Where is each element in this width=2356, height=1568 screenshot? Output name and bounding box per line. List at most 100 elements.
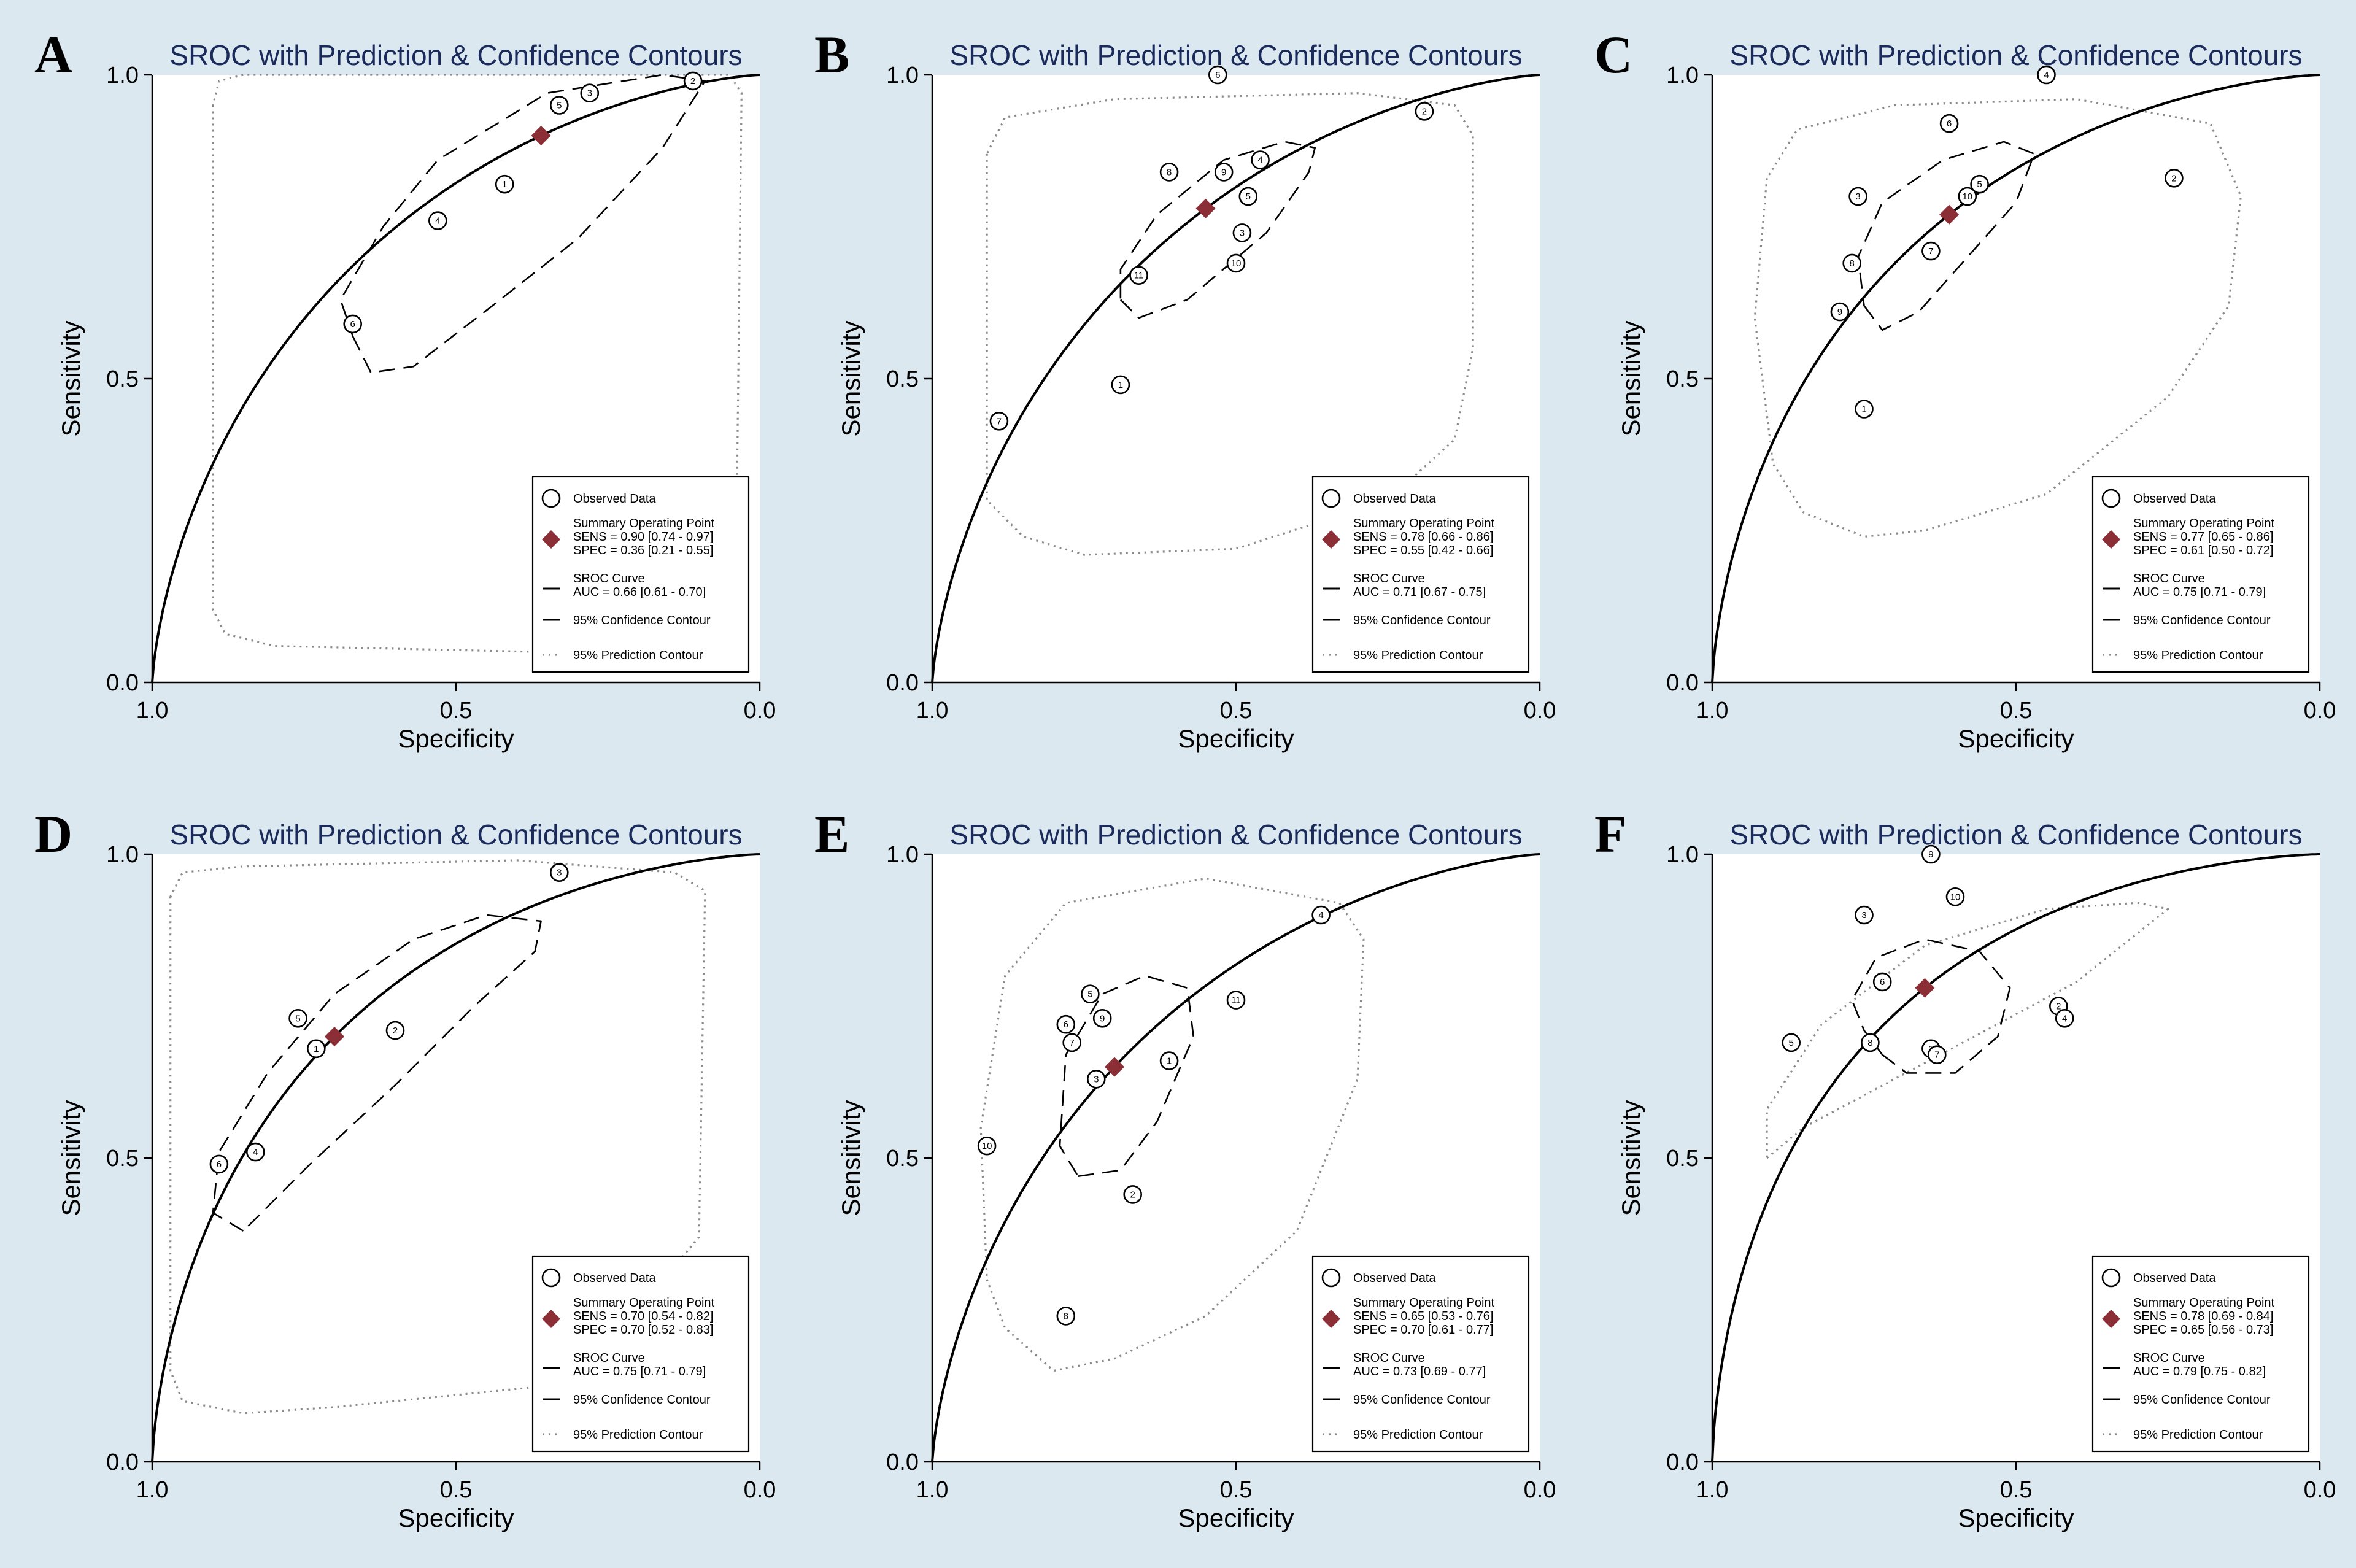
y-tick-label: 1.0 [1666, 63, 1699, 88]
x-tick-label: 0.5 [1220, 698, 1253, 724]
study-label: 10 [1962, 191, 1972, 202]
legend-observed-marker [541, 489, 561, 508]
study-label: 6 [1947, 118, 1952, 129]
legend-observed-label: Observed Data [1353, 1272, 1436, 1285]
study-circle [1214, 163, 1234, 182]
legend-sroc-title: SROC Curve [573, 572, 645, 585]
legend-auc: AUC = 0.66 [0.61 - 0.70] [573, 585, 706, 599]
legend-observed-label: Observed Data [1353, 492, 1436, 506]
legend: Observed Data Summary Operating PointSENS… [1311, 476, 1530, 673]
study-label: 4 [1318, 910, 1323, 921]
legend-summary-marker [2102, 1310, 2120, 1328]
study-circle [1848, 187, 1867, 206]
panel-letter: D [34, 805, 72, 863]
legend-box [1311, 476, 1530, 673]
x-axis-label: Specificity [398, 1504, 514, 1532]
x-tick-label: 0.0 [2304, 698, 2336, 724]
study-circle [1208, 65, 1227, 85]
title-band [1712, 37, 2320, 75]
sroc-panel-e: SROC with Prediction & Confidence Contou… [814, 805, 1556, 1532]
x-tick-label: 0.5 [440, 1477, 473, 1503]
legend-summary-marker [1322, 1310, 1340, 1328]
study-point-8: 8 [1056, 1307, 1076, 1326]
summary-point-marker [1915, 978, 1935, 998]
study-circle [1415, 102, 1434, 121]
study-label: 10 [982, 1141, 992, 1151]
study-point-4: 4 [2055, 1009, 2074, 1028]
study-label: 2 [690, 76, 695, 87]
legend-observed-marker [541, 1268, 561, 1288]
x-tick-label: 0.5 [2000, 1477, 2033, 1503]
study-point-1: 1 [495, 174, 514, 194]
legend-summary-title: Summary Operating Point [573, 1296, 715, 1310]
study-point-10: 10 [1958, 187, 1977, 206]
y-tick-label: 0.0 [886, 1450, 919, 1475]
y-axis-label: Sensitivity [56, 1100, 85, 1216]
study-label: 7 [1928, 246, 1933, 257]
study-circle [1928, 1045, 1947, 1064]
x-axis-label: Specificity [1178, 724, 1294, 753]
study-point-8: 8 [1861, 1033, 1880, 1052]
legend-conf-label: 95% Confidence Contour [2133, 614, 2271, 627]
chart-title: SROC with Prediction & Confidence Contou… [1729, 819, 2302, 851]
chart-title: SROC with Prediction & Confidence Contou… [949, 39, 1522, 71]
study-label: 8 [1850, 258, 1855, 269]
study-circle [495, 174, 514, 194]
confidence-contour [1059, 975, 1194, 1177]
legend-summary-marker [542, 530, 560, 549]
legend-box [531, 476, 750, 673]
study-circle [1159, 1051, 1179, 1070]
sroc-panel-a: SROC with Prediction & Confidence Contou… [34, 25, 776, 753]
study-point-3: 3 [1232, 223, 1252, 242]
x-axis-label: Specificity [1958, 1504, 2074, 1532]
study-label: 3 [1240, 228, 1245, 238]
panel-letter: B [814, 25, 849, 84]
study-point-1: 1 [1159, 1051, 1179, 1070]
study-label: 3 [1855, 191, 1860, 202]
study-circle [1056, 1307, 1076, 1326]
study-label: 5 [1977, 179, 1982, 190]
study-label: 6 [1880, 977, 1885, 987]
chart-title: SROC with Prediction & Confidence Contou… [169, 819, 742, 851]
study-label: 9 [1837, 307, 1842, 317]
y-tick-label: 0.5 [106, 366, 139, 392]
study-point-2: 2 [385, 1021, 405, 1040]
study-point-6: 6 [343, 314, 363, 334]
study-label: 2 [1130, 1189, 1135, 1200]
x-axis-label: Specificity [398, 724, 514, 753]
legend-summary-title: Summary Operating Point [1353, 1296, 1495, 1310]
x-tick-label: 1.0 [1696, 698, 1729, 724]
study-label: 7 [1070, 1038, 1075, 1048]
study-point-3: 3 [580, 83, 600, 102]
legend-auc: AUC = 0.75 [0.71 - 0.79] [573, 1365, 706, 1378]
study-point-6: 6 [1056, 1014, 1076, 1034]
study-circle [428, 211, 447, 230]
study-circle [2055, 1009, 2074, 1028]
legend-pred-label: 95% Prediction Contour [573, 1428, 703, 1442]
study-point-3: 3 [1855, 905, 1874, 925]
legend-summary-title: Summary Operating Point [1353, 517, 1495, 530]
study-circle [1921, 844, 1941, 864]
y-tick-label: 1.0 [886, 842, 919, 868]
study-label: 4 [435, 216, 440, 226]
summary-point-marker [1939, 204, 1960, 225]
panel-letter: F [1594, 805, 1627, 863]
legend: Observed Data Summary Operating PointSENS… [1311, 1255, 1530, 1453]
study-circle [1232, 223, 1252, 242]
study-label: 3 [1094, 1074, 1099, 1084]
y-tick-label: 1.0 [886, 63, 919, 88]
y-tick-label: 1.0 [106, 63, 139, 88]
study-point-3: 3 [1087, 1070, 1106, 1089]
study-circle [385, 1021, 405, 1040]
study-circle [1872, 972, 1892, 992]
legend-auc: AUC = 0.73 [0.69 - 0.77] [1353, 1365, 1486, 1378]
study-label: 1 [502, 179, 507, 190]
legend-observed-marker [1321, 1268, 1341, 1288]
legend-box [2091, 1255, 2310, 1453]
confidence-contour [1119, 141, 1316, 319]
sroc-curve [931, 853, 1540, 1462]
panel-letter: C [1594, 25, 1632, 84]
study-circle [580, 83, 600, 102]
study-label: 5 [557, 101, 562, 111]
y-tick-label: 0.5 [886, 1146, 919, 1172]
